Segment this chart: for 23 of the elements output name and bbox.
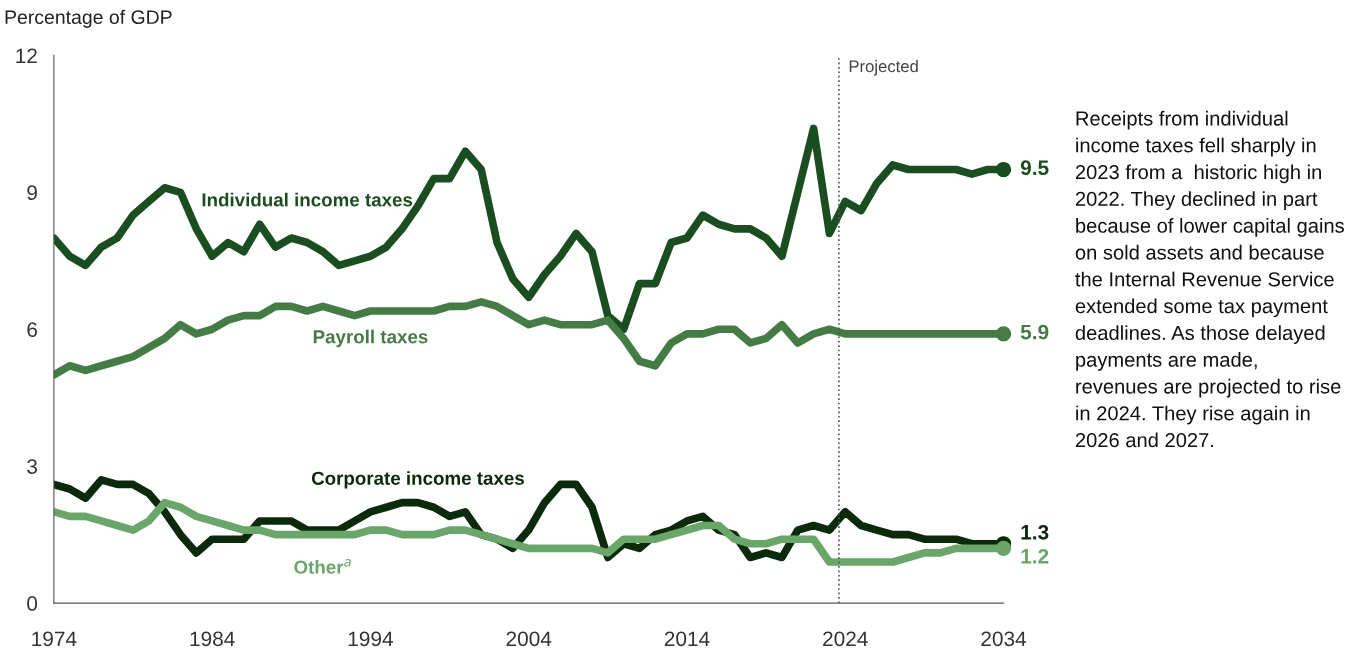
series-label: Corporate income taxes	[311, 471, 524, 489]
y-axis-title: Percentage of GDP	[5, 9, 172, 28]
series-label: Payroll taxes	[313, 329, 428, 348]
y-tick-label: 0	[27, 596, 38, 611]
series-label: Other$^{a}$	[294, 559, 351, 574]
text: Receipts from individual income taxes fell sharply in 2023 from a historic high in 2022. They declined in part because of lower capital gains on sold assets and because the Internal Revenue Service extended some tax payment deadlines. As those delayed payments are made, revenues are projected to rise in 2024. They rise again in 2026 and 2027.	[1075, 110, 1344, 448]
x-tick-label: 1994	[348, 631, 393, 647]
data-label: 9.5	[1020, 160, 1049, 176]
series-label: Individual income taxes	[202, 192, 413, 207]
y-tick-label: 3	[27, 459, 37, 474]
y-tick-label: 12	[16, 48, 37, 63]
x-tick-label: 1984	[190, 631, 235, 647]
x-tick-label: 2004	[506, 631, 552, 647]
ref-line-label: Projected	[849, 59, 918, 76]
data-label: 1.2	[1021, 548, 1049, 564]
y-tick-label: 6	[27, 322, 37, 338]
x-tick-label: 1974	[32, 631, 77, 647]
data-label: 5.9	[1020, 324, 1049, 340]
x-tick-label: 2034	[981, 631, 1027, 647]
x-tick-label: 2014	[664, 631, 710, 647]
data-label: 1.3	[1021, 524, 1049, 540]
x-tick-label: 2024	[823, 631, 868, 647]
y-tick-label: 9	[27, 185, 37, 201]
